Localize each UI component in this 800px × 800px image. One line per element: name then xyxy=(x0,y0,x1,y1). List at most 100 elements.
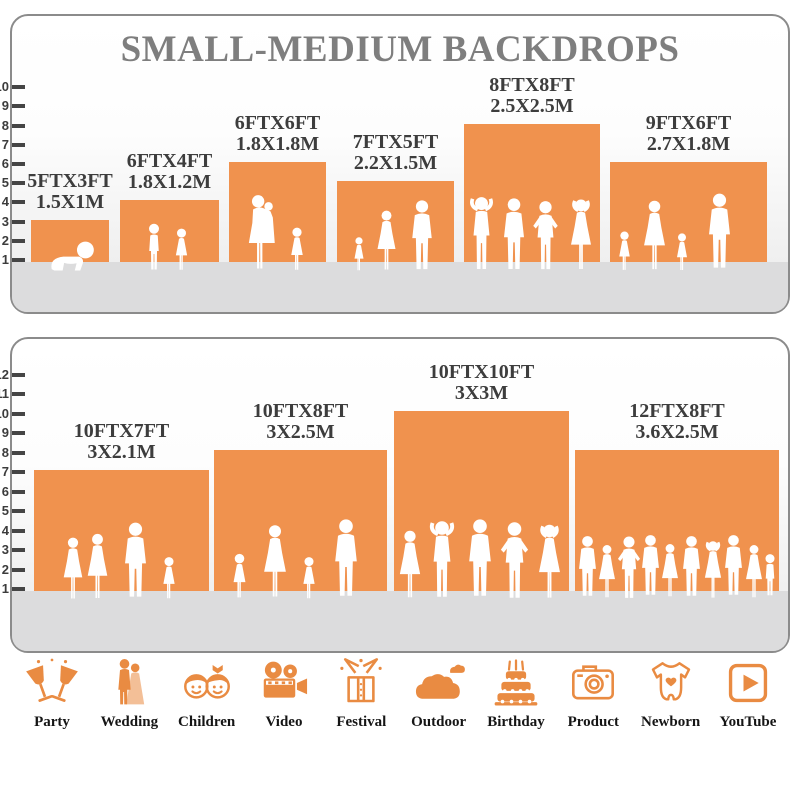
category-label: Newborn xyxy=(641,714,701,730)
bar-size-m: 3X2.5M xyxy=(266,421,335,444)
axis-tick-label: 2 xyxy=(1,562,9,577)
bar-size-m: 2.7X1.8M xyxy=(646,133,731,156)
backdrop-bar-8x8: 8FTX8FT 2.5X2.5M xyxy=(464,74,600,270)
axis-tick-label: 9 xyxy=(1,98,9,113)
backdrop-bar-7x5: 7FTX5FT 2.2X1.5M xyxy=(337,131,454,271)
axis-tick-label: 9 xyxy=(1,425,9,440)
axis-tick: 11 xyxy=(0,386,25,401)
axis-tick-label: 11 xyxy=(0,386,9,401)
people-silhouettes xyxy=(149,223,188,270)
category-row: Party Wedding xyxy=(16,656,784,731)
category-label: Wedding xyxy=(100,714,159,730)
panel-small-medium-top: SMALL-MEDIUM BACKDROPS 1 2 3 4 5 6 7 8 9… xyxy=(0,14,790,314)
people-silhouettes xyxy=(233,519,357,599)
category-product: Product xyxy=(557,656,629,731)
axis-tick-label: 6 xyxy=(1,156,9,171)
bar-label: 7FTX5FT 2.2X1.5M xyxy=(352,130,439,175)
newborn-icon xyxy=(651,662,690,701)
category-children: Children xyxy=(171,656,243,731)
axis-tick-label: 12 xyxy=(0,367,9,382)
axis-tick: 6 xyxy=(2,484,25,499)
bar-size-ft: 10FTX7FT xyxy=(73,419,170,442)
category-label: Outdoor xyxy=(411,714,467,730)
backdrop-bar-10x10: 10FTX10FT 3X3M xyxy=(394,361,569,598)
axis-tick: 3 xyxy=(2,214,25,229)
bar-size-m: 2.5X2.5M xyxy=(490,95,574,118)
people-silhouettes xyxy=(619,193,730,270)
product-icon xyxy=(572,665,615,700)
bar-size-m: 3X3M xyxy=(454,382,509,405)
axis-tick: 2 xyxy=(2,233,25,248)
bar-size-ft: 12FTX8FT xyxy=(629,399,725,422)
children-icon xyxy=(183,665,230,699)
bar-size-m: 2.2X1.5M xyxy=(353,152,438,175)
people-silhouettes xyxy=(63,522,175,599)
people-silhouettes xyxy=(354,200,432,271)
axis-tick: 12 xyxy=(0,367,25,382)
axis-tick: 8 xyxy=(2,445,25,460)
bar-size-ft: 8FTX8FT xyxy=(489,73,575,96)
category-outdoor: Outdoor xyxy=(403,656,475,731)
bar-label: 6FTX4FT 1.8X1.2M xyxy=(127,150,213,194)
category-label: Product xyxy=(567,714,619,730)
category-label: YouTube xyxy=(719,714,777,730)
festival-icon xyxy=(340,658,383,703)
birthday-icon xyxy=(494,659,538,706)
axis-tick: 7 xyxy=(2,464,25,479)
bar-size-ft: 6FTX6FT xyxy=(234,111,321,134)
axis-tick: 9 xyxy=(2,425,25,440)
category-label: Festival xyxy=(336,714,387,730)
bar-label: 10FTX10FT 3X3M xyxy=(428,360,535,405)
backdrop-bar-10x7: 10FTX7FT 3X2.1M xyxy=(34,420,209,599)
axis-tick: 5 xyxy=(2,503,25,518)
axis-tick: 9 xyxy=(2,98,25,113)
category-label: Birthday xyxy=(487,714,545,730)
people-silhouettes xyxy=(399,519,560,598)
axis-tick: 10 xyxy=(0,79,25,94)
backdrop-bar-10x8: 10FTX8FT 3X2.5M xyxy=(214,400,387,599)
category-label: Party xyxy=(34,714,70,730)
people-silhouettes xyxy=(469,197,591,270)
bar-label: 10FTX8FT 3X2.5M xyxy=(252,399,349,444)
axis-tick-label: 10 xyxy=(0,406,9,421)
backdrop-bar-6x6: 6FTX6FT 1.8X1.8M xyxy=(229,112,326,270)
bar-size-ft: 10FTX8FT xyxy=(252,399,349,422)
axis-tick-label: 1 xyxy=(1,581,9,596)
axis-tick-label: 7 xyxy=(1,137,9,152)
axis-tick-label: 3 xyxy=(1,214,9,229)
bar-size-m: 1.5X1M xyxy=(35,191,105,214)
bar-size-m: 3.6X2.5M xyxy=(635,421,719,444)
axis-tick: 10 xyxy=(0,406,25,421)
axis-tick-label: 5 xyxy=(1,503,9,518)
axis-tick-label: 7 xyxy=(1,464,9,479)
axis-tick: 8 xyxy=(2,118,25,133)
bar-label: 10FTX7FT 3X2.1M xyxy=(73,419,170,464)
axis-tick-label: 4 xyxy=(1,523,9,538)
people-silhouettes xyxy=(51,241,94,271)
bar-size-ft: 10FTX10FT xyxy=(428,360,535,383)
axis-tick-label: 6 xyxy=(1,484,9,499)
axis-tick: 3 xyxy=(2,542,25,557)
axis-tick: 7 xyxy=(2,137,25,152)
bar-label: 6FTX6FT 1.8X1.8M xyxy=(234,111,321,156)
axis-tick-label: 10 xyxy=(0,79,9,94)
axis-tick: 2 xyxy=(2,562,25,577)
video-icon xyxy=(263,661,308,698)
axis-tick: 5 xyxy=(2,175,25,190)
axis-tick: 1 xyxy=(2,581,25,596)
bar-size-ft: 9FTX6FT xyxy=(645,111,732,134)
category-label: Video xyxy=(265,714,303,730)
bar-size-m: 1.8X1.2M xyxy=(127,171,212,194)
bar-label: 5FTX3FT 1.5X1M xyxy=(27,170,113,214)
category-birthday: Birthday xyxy=(480,656,552,731)
people-silhouettes xyxy=(579,535,775,598)
backdrop-bar-9x6: 9FTX6FT 2.7X1.8M xyxy=(610,112,767,270)
bar-size-ft: 7FTX5FT xyxy=(352,130,439,153)
axis-tick-label: 5 xyxy=(1,175,9,190)
backdrop-bar-6x4: 6FTX4FT 1.8X1.2M xyxy=(120,150,219,270)
axis-tick-label: 2 xyxy=(1,233,9,248)
category-video: Video xyxy=(248,656,320,731)
bar-label: 12FTX8FT 3.6X2.5M xyxy=(629,399,725,444)
page-title: SMALL-MEDIUM BACKDROPS xyxy=(120,29,680,70)
bar-size-m: 1.8X1.8M xyxy=(235,133,320,156)
